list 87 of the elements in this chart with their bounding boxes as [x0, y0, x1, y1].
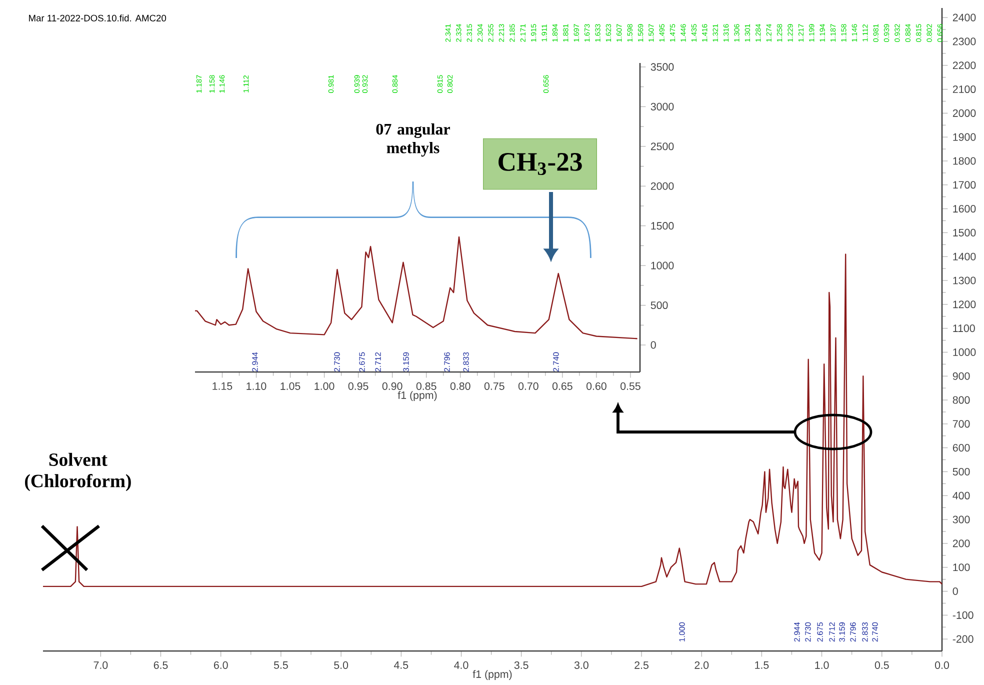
y-tick-label: 400 [952, 492, 970, 500]
x-tick-label: 1.00 [314, 382, 334, 390]
annotation: 2.740 [872, 622, 878, 642]
annotation: 3.159 [403, 352, 409, 372]
x-tick-label: 2.5 [634, 661, 648, 669]
x-tick-label: 0.80 [450, 382, 470, 390]
x-tick-label: 4.0 [454, 661, 468, 669]
y-tick-label: 2400 [952, 14, 976, 22]
y-tick-label: 100 [953, 564, 970, 572]
y-tick-label: 0 [650, 341, 656, 349]
y-tick-label: -200 [952, 635, 974, 643]
y-tick-label: 900 [952, 372, 970, 380]
x-tick-label: 0.0 [935, 661, 949, 669]
x-tick-label: 5.5 [274, 661, 288, 669]
annotation: 2.712 [829, 622, 835, 642]
x-axis-title: f1 (ppm) [398, 391, 437, 402]
y-tick-label: 600 [952, 444, 970, 452]
x-tick-label: 1.05 [280, 382, 300, 390]
y-tick-label: 200 [952, 540, 970, 548]
annotation: 2.833 [463, 352, 469, 372]
y-tick-label: 1600 [953, 205, 976, 213]
annotation: 1.000 [679, 622, 685, 642]
x-tick-label: 3.5 [514, 661, 528, 669]
y-tick-label: 1400 [953, 252, 976, 260]
annotation: CH$_{3}$-23 [498, 153, 582, 176]
annotation: 2.712 [375, 352, 381, 372]
y-tick-label: 300 [952, 516, 970, 524]
y-tick-label: 1500 [651, 222, 674, 230]
annotation: 3.159 [839, 622, 845, 642]
y-tick-label: 700 [952, 420, 970, 428]
x-tick-label: 0.70 [518, 382, 538, 390]
y-tick-label: 1200 [953, 300, 976, 308]
x-axis-title: f1 (ppm) [472, 670, 512, 680]
annotation: 2.833 [862, 622, 868, 642]
x-tick-label: 5.0 [334, 661, 348, 669]
annotation: 2.730 [805, 622, 811, 642]
x-tick-label: 6.5 [154, 661, 168, 669]
x-tick-label: 0.60 [586, 382, 606, 390]
y-tick-label: 1900 [953, 133, 976, 141]
y-tick-label: 1100 [953, 324, 975, 332]
x-tick-label: 0.65 [552, 382, 572, 390]
y-tick-label: 500 [952, 468, 970, 476]
annotation: 2.796 [850, 622, 856, 642]
y-tick-label: 3500 [650, 63, 674, 71]
y-tick-label: -100 [952, 611, 974, 619]
x-tick-label: 0.5 [874, 661, 889, 669]
x-tick-label: 4.5 [394, 661, 408, 669]
x-tick-label: 1.15 [212, 382, 232, 390]
x-tick-label: 2.0 [694, 661, 709, 669]
y-tick-label: 2000 [952, 109, 976, 117]
x-tick-label: 0.85 [416, 382, 436, 390]
y-tick-label: 800 [952, 396, 970, 404]
x-tick-label: 0.90 [382, 382, 402, 390]
annotation: 07 angular methyls [376, 123, 450, 157]
y-tick-label: 2100 [952, 85, 976, 94]
annotation: 2.944 [252, 352, 258, 372]
annotation: 2.740 [553, 352, 559, 372]
x-tick-label: 3.0 [574, 661, 588, 669]
y-tick-label: 500 [650, 301, 668, 310]
x-tick-label: 1.5 [755, 661, 769, 669]
y-tick-label: 1800 [953, 157, 976, 165]
x-tick-label: 1.10 [246, 382, 266, 390]
x-tick-label: 1.0 [815, 661, 829, 669]
annotation: 2.675 [817, 622, 823, 642]
y-tick-label: 1000 [651, 262, 674, 270]
y-tick-label: 3000 [650, 102, 674, 110]
annotation: 2.944 [794, 622, 800, 642]
x-tick-label: 0.55 [620, 382, 640, 390]
annotation: 2.675 [359, 352, 365, 372]
y-tick-label: 0 [952, 587, 958, 596]
x-tick-label: 7.0 [94, 661, 108, 669]
y-tick-label: 1500 [953, 228, 976, 236]
x-tick-label: 0.75 [484, 382, 504, 390]
line-series [194, 236, 638, 340]
y-tick-label: 1700 [953, 181, 976, 189]
annotation: Solvent (Chloroform) [25, 452, 131, 492]
text: Mar 11-2022-DOS.10.fid. AMC20 [29, 14, 166, 22]
x-tick-label: 0.95 [348, 382, 368, 390]
annotation: 2.730 [334, 352, 340, 372]
y-tick-label: 1300 [953, 276, 976, 284]
y-tick-label: 2000 [650, 182, 674, 190]
y-tick-label: 2200 [952, 62, 976, 70]
y-tick-label: 2500 [650, 142, 674, 150]
y-tick-label: 1000 [953, 348, 976, 356]
y-tick-label: 2300 [952, 38, 976, 46]
x-tick-label: 6.0 [214, 661, 228, 669]
annotation: 2.796 [444, 352, 450, 372]
